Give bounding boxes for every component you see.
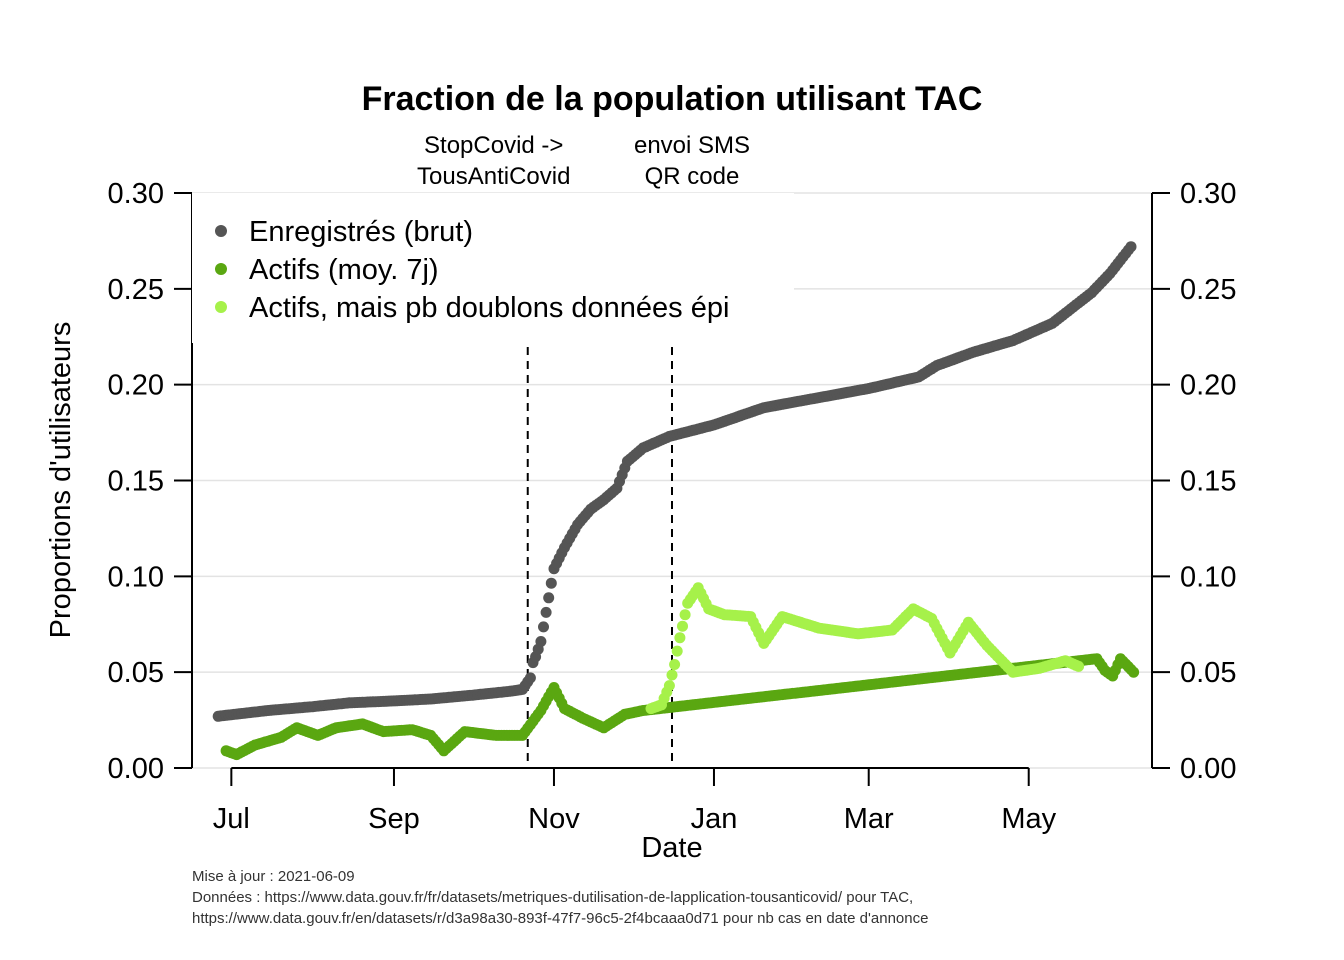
- event-label: envoi SMS: [634, 132, 750, 159]
- legend-marker: [215, 225, 227, 237]
- x-tick-label: May: [1001, 803, 1056, 835]
- data-point: [677, 620, 688, 632]
- y-tick-label-left: 0.10: [108, 561, 164, 593]
- y-tick-label-left: 0.20: [108, 370, 164, 402]
- footer-source-line-1: Données : https://www.data.gouv.fr/fr/da…: [192, 889, 913, 906]
- y-tick-label-left: 0.30: [108, 178, 164, 210]
- data-point: [545, 577, 557, 589]
- legend-marker: [215, 301, 227, 313]
- data-point: [1128, 666, 1140, 678]
- series-3: [645, 582, 1085, 715]
- y-tick-label-right: 0.25: [1180, 274, 1236, 306]
- event-markers: StopCovid -> TousAntiCovid envoi SMS QR cod…: [417, 132, 750, 768]
- y-tick-label-left: 0.00: [108, 753, 164, 785]
- x-tick-label: Jan: [691, 803, 738, 835]
- series-1: [212, 241, 1137, 722]
- y-tick-label-left: 0.05: [108, 657, 164, 689]
- data-point: [679, 609, 691, 621]
- data-point: [663, 680, 675, 692]
- y-tick-label-right: 0.00: [1180, 753, 1236, 785]
- x-tick-label: Jul: [213, 803, 250, 835]
- event-label: TousAntiCovid: [417, 163, 570, 190]
- y-tick-label-left: 0.25: [108, 274, 164, 306]
- data-point: [540, 606, 552, 618]
- y-tick-label-right: 0.20: [1180, 370, 1236, 402]
- event-label: QR code: [645, 163, 740, 190]
- data-point: [1125, 241, 1137, 253]
- legend: Enregistrés (brut) Actifs (moy. 7j) Actifs…: [215, 216, 729, 324]
- legend-background: [192, 193, 794, 343]
- y-tick-label-right: 0.30: [1180, 178, 1236, 210]
- x-tick-label: Nov: [528, 803, 580, 835]
- footer-update-date: Mise à jour : 2021-06-09: [192, 868, 355, 885]
- y-axis-label: Proportions d'utilisateurs: [45, 322, 77, 639]
- chart-title: Fraction de la population utilisant TAC: [362, 80, 983, 118]
- legend-label: Actifs, mais pb doublons données épi: [249, 292, 729, 324]
- y-tick-label-right: 0.15: [1180, 466, 1236, 498]
- data-point: [666, 669, 678, 681]
- data-point: [671, 645, 683, 657]
- data-point: [535, 636, 547, 647]
- y-tick-label-right: 0.05: [1180, 657, 1236, 689]
- y-tick-label-right: 0.10: [1180, 561, 1236, 593]
- axes: 0.00 0.00 0.05 0.05 0.10 0.10 0.15 0.15 0.20 0.20…: [108, 178, 1237, 835]
- x-tick-label: Mar: [844, 803, 894, 835]
- data-point: [538, 621, 549, 633]
- event-label: StopCovid ->: [424, 132, 563, 159]
- legend-label: Actifs (moy. 7j): [249, 254, 439, 286]
- data-point: [674, 632, 686, 644]
- y-tick-label-left: 0.15: [108, 466, 164, 498]
- data-point: [669, 659, 681, 670]
- data-points: [212, 241, 1140, 761]
- legend-marker: [215, 263, 227, 275]
- legend-label: Enregistrés (brut): [249, 216, 473, 248]
- data-point: [543, 592, 555, 604]
- footer-source-line-2: https://www.data.gouv.fr/en/datasets/r/d…: [192, 910, 928, 927]
- data-point: [524, 672, 536, 684]
- x-axis-label: Date: [641, 832, 702, 864]
- x-tick-label: Sep: [368, 803, 420, 835]
- data-point: [1073, 660, 1085, 672]
